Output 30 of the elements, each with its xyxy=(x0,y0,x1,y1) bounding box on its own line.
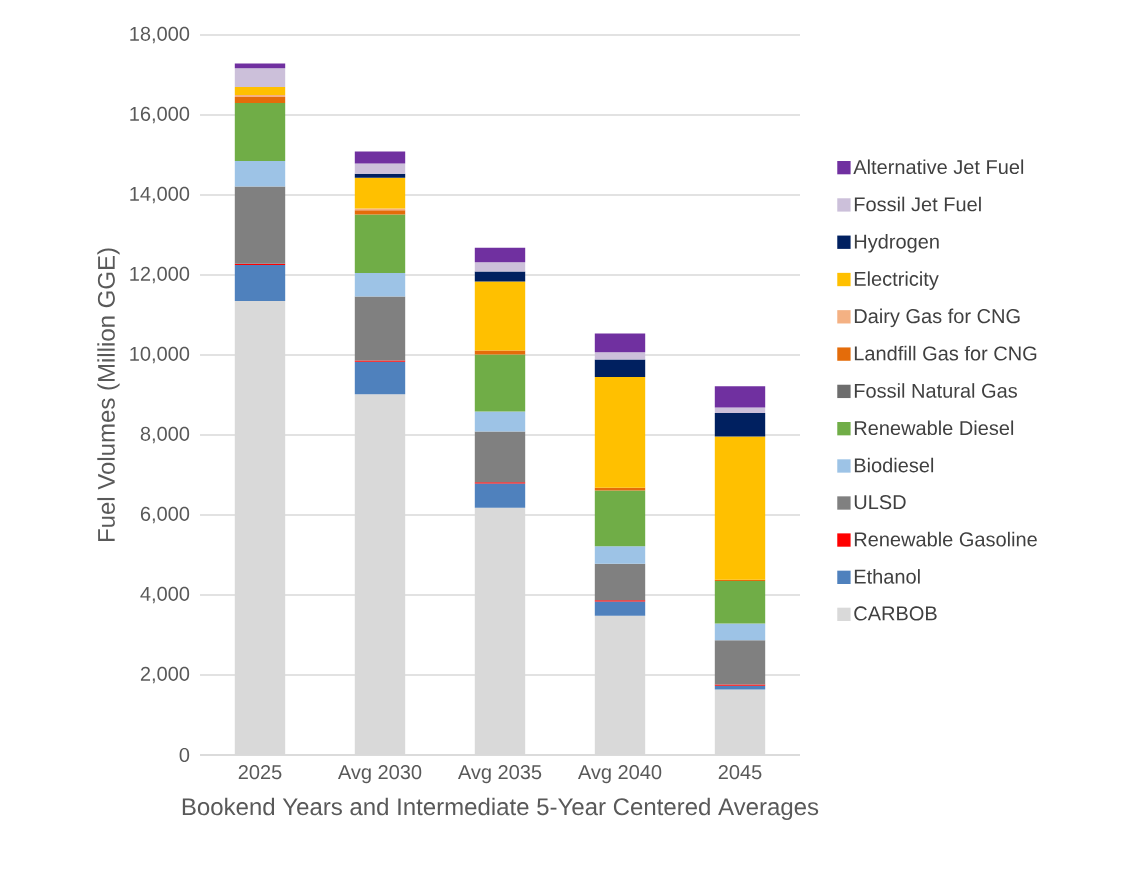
x-tick-label: Avg 2030 xyxy=(337,765,422,784)
y-tick-label: 8,000 xyxy=(140,426,190,444)
legend-label: Renewable Diesel xyxy=(854,420,1014,436)
legend-label: Biodiesel xyxy=(854,457,934,473)
y-tick-label: 14,000 xyxy=(130,186,190,204)
legend-label: Fossil Natural Gas xyxy=(854,383,1017,398)
x-tick-label: 2045 xyxy=(718,765,762,780)
x-axis-title: Bookend Years and Intermediate 5-Year Centered Averages xyxy=(182,797,819,821)
legend-label: Landfill Gas for CNG xyxy=(854,345,1037,361)
legend-label: Renewable Gasoline xyxy=(854,531,1037,547)
x-tick-label: 2025 xyxy=(238,765,282,780)
x-tick-label: Avg 2035 xyxy=(457,765,542,784)
y-tick-label: 4,000 xyxy=(140,586,190,604)
legend-label: Fossil Jet Fuel xyxy=(854,196,981,212)
y-tick-label: 18,000 xyxy=(130,26,190,44)
y-tick-label: 10,000 xyxy=(130,346,190,364)
y-tick-label: 6,000 xyxy=(140,506,190,524)
legend-label: Alternative Jet Fuel xyxy=(853,159,1024,175)
y-tick-label: 12,000 xyxy=(130,266,190,284)
legend-label: Dairy Gas for CNG xyxy=(854,308,1020,328)
legend-label: Hydrogen xyxy=(854,233,939,253)
y-tick-label: 2,000 xyxy=(140,666,190,684)
legend-label: Ethanol xyxy=(854,569,920,584)
legend-label: ULSD xyxy=(854,495,906,510)
legend-label: Electricity xyxy=(854,271,939,290)
x-tick-label: Avg 2040 xyxy=(577,765,662,784)
y-tick-label: 0 xyxy=(179,747,190,763)
legend-label: CARBOB xyxy=(854,606,937,621)
y-axis-title: Fuel Volumes (Million GGE) xyxy=(97,248,120,542)
y-tick-label: 16,000 xyxy=(130,106,190,124)
